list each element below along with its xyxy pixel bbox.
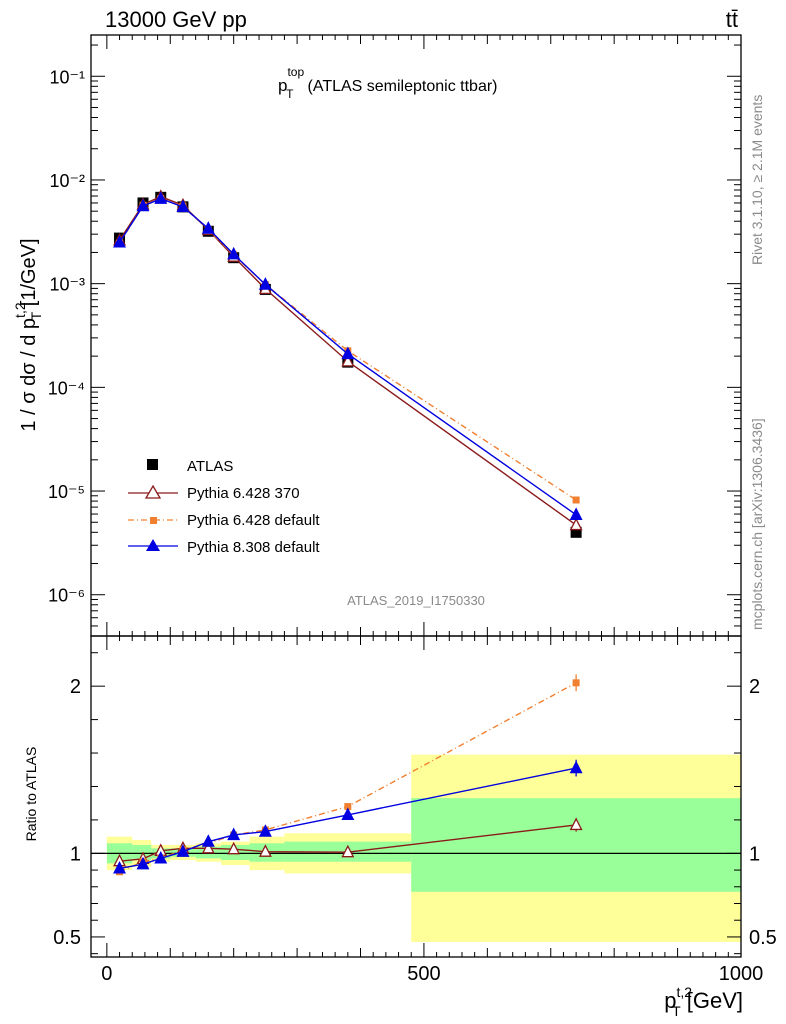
upper-ytick-label: 10⁻⁴	[48, 378, 85, 398]
plot-title-sup: top	[287, 65, 304, 79]
ratio-ytick-label-right: 0.5	[749, 927, 777, 949]
ratio-y-label: Ratio to ATLAS	[23, 747, 39, 842]
plot-title-main: p	[278, 76, 287, 95]
legend-marker-p8	[146, 539, 160, 551]
x-axis-label: pt,2 T [GeV]	[664, 984, 743, 1019]
legend-marker-pdef	[150, 517, 157, 524]
ratio-frame	[90, 635, 742, 958]
ratio-point-p8	[113, 860, 127, 874]
upper-ytick-label: 10⁻⁶	[48, 586, 85, 606]
x-label-rest: [GeV]	[681, 988, 743, 1013]
ratio-point-p370	[569, 817, 583, 831]
ratio-point-p370	[201, 840, 215, 854]
ratio-point-p8	[258, 824, 272, 837]
legend-label-p370: Pythia 6.428 370	[187, 485, 300, 502]
ratio-point-pdef	[344, 803, 352, 811]
band-inner-1	[132, 844, 152, 861]
mcplots-label: mcplots.cern.ch [arXiv:1306.3436]	[749, 418, 765, 630]
xtick-label: 500	[407, 963, 440, 985]
x-label-sup: t,2	[677, 984, 693, 1000]
legend-label-p8: Pythia 8.308 default	[187, 539, 320, 556]
ratio-point-p8	[227, 827, 241, 841]
upper-y-label-rest: [1/GeV]	[18, 238, 40, 311]
plot-title-rest: (ATLAS semileptonic ttbar)	[308, 78, 498, 95]
point-p8	[201, 221, 215, 234]
point-p8	[113, 234, 127, 248]
point-p8	[258, 277, 272, 290]
point-p370	[341, 353, 355, 367]
ratio-point-p370	[258, 844, 272, 857]
upper-y-label: 1 / σ dσ / d pt,2T [1/GeV]	[12, 238, 44, 431]
ratio-point-p8	[201, 834, 215, 847]
point-p8	[227, 246, 241, 260]
ratio-ytick-label-right: 1	[749, 843, 760, 865]
header-left: 13000 GeV pp	[105, 7, 247, 32]
upper-y-label-main: 1 / σ dσ / d p	[18, 318, 40, 432]
upper-ytick-label: 10⁻²	[49, 171, 85, 191]
upper-y-label-sub: T	[28, 311, 44, 320]
point-p8	[154, 191, 168, 204]
plot-title-sub: T	[286, 87, 294, 101]
legend-label-atlas: ATLAS	[187, 458, 233, 475]
svg-text:Rivet 3.1.10, ≥ 2.1M events: Rivet 3.1.10, ≥ 2.1M events	[749, 95, 765, 265]
ratio-point-pdef	[572, 679, 580, 687]
legend-marker-p370	[144, 484, 162, 499]
plot-title: ptop T (ATLAS semileptonic ttbar)	[278, 65, 498, 101]
x-label-main: p	[664, 988, 676, 1013]
point-p370	[569, 517, 583, 531]
ratio-ytick-label: 2	[70, 676, 81, 698]
ratio-panel: 0 500 1000 0.5 0.5 1 1 2 2	[53, 635, 777, 985]
legend-marker-atlas	[147, 459, 158, 470]
upper-panel: 10⁻⁶ 10⁻⁵ 10⁻⁴ 10⁻³ 10⁻² 10⁻¹	[48, 34, 742, 637]
point-p8	[341, 346, 355, 360]
point-pdef	[572, 496, 580, 504]
svg-text:Ratio to ATLAS: Ratio to ATLAS	[23, 747, 39, 842]
ratio-point-p8	[569, 760, 583, 774]
svg-text:1 / σ dσ / d pt,2T [1/GeV]: 1 / σ dσ / d pt,2T [1/GeV]	[12, 238, 44, 431]
ratio-point-p8	[154, 850, 168, 864]
analysis-watermark: ATLAS_2019_I1750330	[347, 593, 485, 608]
ratio-ytick-label-right: 2	[749, 676, 760, 698]
ratio-point-p8	[176, 844, 190, 857]
point-p8	[176, 199, 190, 213]
ratio-point-p370	[341, 844, 355, 858]
ratio-point-p370	[227, 841, 241, 855]
legend-label-pdef: Pythia 6.428 default	[187, 512, 320, 529]
rivet-label: Rivet 3.1.10, ≥ 2.1M events	[749, 95, 765, 265]
upper-y-label-sup: t,2	[12, 302, 28, 318]
xtick-label: 1000	[719, 963, 764, 985]
band-inner-8	[411, 798, 741, 892]
ratio-ytick-label: 1	[70, 843, 81, 865]
upper-ytick-label: 10⁻¹	[49, 67, 85, 87]
legend: ATLAS Pythia 6.428 370 Pythia 6.428 defa…	[128, 458, 320, 556]
upper-ytick-label: 10⁻³	[49, 275, 85, 295]
point-p8	[569, 507, 583, 520]
header-right: tt̄	[726, 7, 738, 32]
upper-ytick-label: 10⁻⁵	[48, 482, 85, 502]
point-p8	[136, 198, 150, 212]
ratio-ytick-label: 0.5	[53, 927, 81, 949]
ratio-point-p8	[136, 856, 150, 870]
x-label-sub: T	[672, 1003, 681, 1019]
svg-text:mcplots.cern.ch [arXiv:1306.34: mcplots.cern.ch [arXiv:1306.3436]	[749, 418, 765, 630]
ratio-point-p8	[341, 807, 355, 821]
atlas-point	[570, 526, 582, 538]
xtick-label: 0	[101, 963, 112, 985]
